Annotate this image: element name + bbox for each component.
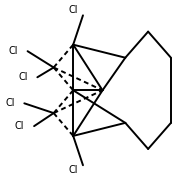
Text: Cl: Cl	[15, 121, 24, 131]
Text: Cl: Cl	[8, 46, 18, 56]
Text: Cl: Cl	[68, 5, 78, 15]
Text: Cl: Cl	[68, 165, 78, 175]
Text: Cl: Cl	[18, 72, 28, 82]
Text: Cl: Cl	[5, 98, 15, 108]
